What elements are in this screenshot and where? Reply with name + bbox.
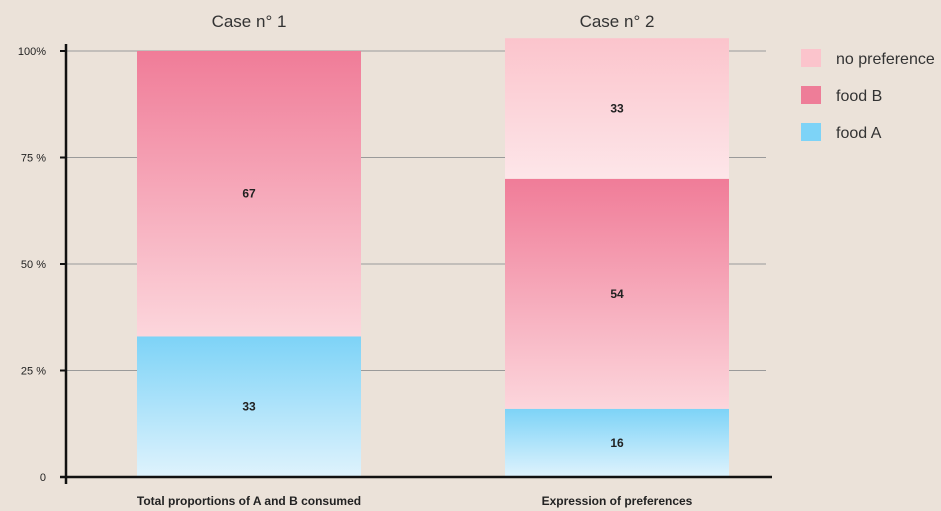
legend-swatch-no-preference: [801, 49, 821, 67]
y-ticks: 0 25 % 50 % 75 % 100%: [18, 46, 66, 484]
bar-food-b-1: [137, 51, 361, 337]
bars: [137, 38, 729, 477]
bar-food-a-1: [137, 336, 361, 477]
category-labels: Total proportions of A and B consumed Ex…: [137, 494, 693, 508]
y-tick-label: 75 %: [21, 153, 46, 165]
legend-label-food-a: food A: [836, 125, 882, 142]
legend-swatch-food-b: [801, 86, 821, 104]
category-label-1: Total proportions of A and B consumed: [137, 494, 361, 508]
value-label-food-b-1: 67: [242, 187, 256, 201]
y-tick-label: 50 %: [21, 259, 46, 271]
bar-food-a-2: [505, 408, 729, 477]
bar-no-preference-2: [505, 38, 729, 179]
value-label-food-a-2: 16: [610, 436, 624, 450]
y-tick-label: 25 %: [21, 366, 46, 378]
legend-swatch-food-a: [801, 123, 821, 141]
case-title-1: Case n° 1: [212, 12, 287, 31]
value-label-no-preference-2: 33: [610, 102, 624, 116]
value-labels: 33 67 16 54 33: [242, 102, 624, 450]
legend-label-no-preference: no preference: [836, 51, 935, 68]
value-label-food-b-2: 54: [610, 287, 624, 301]
category-label-2: Expression of preferences: [542, 494, 693, 508]
legend-label-food-b: food B: [836, 88, 882, 105]
y-tick-label: 0: [40, 472, 46, 484]
y-tick-label: 100%: [18, 46, 46, 58]
legend: no preference food B food A: [801, 49, 935, 142]
value-label-food-a-1: 33: [242, 400, 256, 414]
bar-food-b-2: [505, 178, 729, 409]
case-title-2: Case n° 2: [580, 12, 655, 31]
case-titles: Case n° 1 Case n° 2: [212, 12, 655, 31]
